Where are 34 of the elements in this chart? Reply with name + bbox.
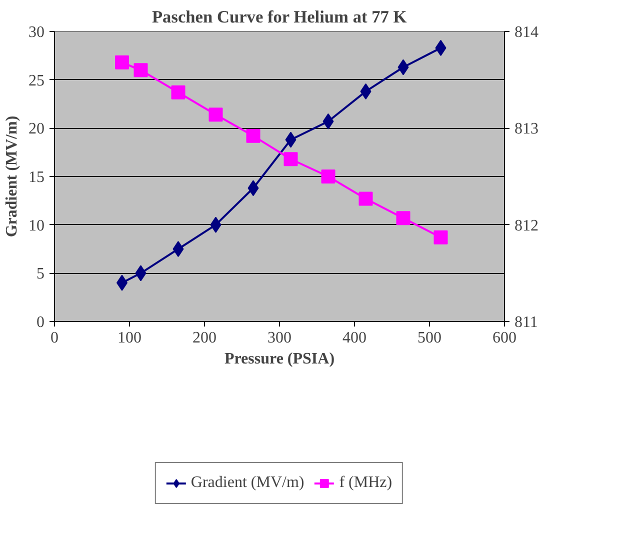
chart-title: Paschen Curve for Helium at 77 K bbox=[152, 8, 408, 26]
y2-tick-label: 811 bbox=[514, 314, 538, 331]
y-axis-title: Gradient (MV/m) bbox=[4, 116, 20, 238]
y-tick-label: 30 bbox=[28, 24, 44, 41]
x-tick-label: 600 bbox=[492, 330, 516, 346]
x-tick-label: 500 bbox=[418, 330, 442, 346]
point bbox=[396, 211, 410, 226]
point bbox=[171, 85, 186, 100]
y-tick-label: 20 bbox=[28, 120, 44, 138]
y-tick-label: 25 bbox=[28, 72, 44, 90]
x-tick-label: 0 bbox=[50, 330, 58, 346]
point bbox=[115, 55, 129, 70]
x-tick-label: 100 bbox=[118, 330, 142, 346]
point bbox=[246, 128, 260, 143]
y-tick-label: 15 bbox=[28, 169, 44, 186]
x-tick-label: 400 bbox=[342, 330, 366, 346]
point bbox=[284, 152, 298, 166]
point bbox=[321, 170, 336, 184]
x-tick-label: 300 bbox=[268, 330, 292, 346]
y-tick-label: 5 bbox=[36, 266, 44, 283]
legend-label: Gradient (MV/m) bbox=[190, 474, 304, 492]
point bbox=[172, 241, 184, 257]
y-tick-label: 10 bbox=[28, 217, 44, 234]
legend-label: f (MHz) bbox=[339, 474, 392, 492]
y2-tick-label: 814 bbox=[514, 24, 538, 41]
y2-tick-label: 812 bbox=[514, 217, 538, 234]
point bbox=[434, 230, 448, 244]
point bbox=[358, 192, 373, 206]
y2-tick-label: 813 bbox=[514, 120, 538, 138]
y-tick-label: 0 bbox=[36, 314, 44, 331]
point bbox=[208, 108, 223, 122]
x-axis-title: Pressure (PSIA) bbox=[224, 350, 335, 368]
point bbox=[134, 63, 148, 78]
x-tick-label: 200 bbox=[192, 330, 216, 346]
